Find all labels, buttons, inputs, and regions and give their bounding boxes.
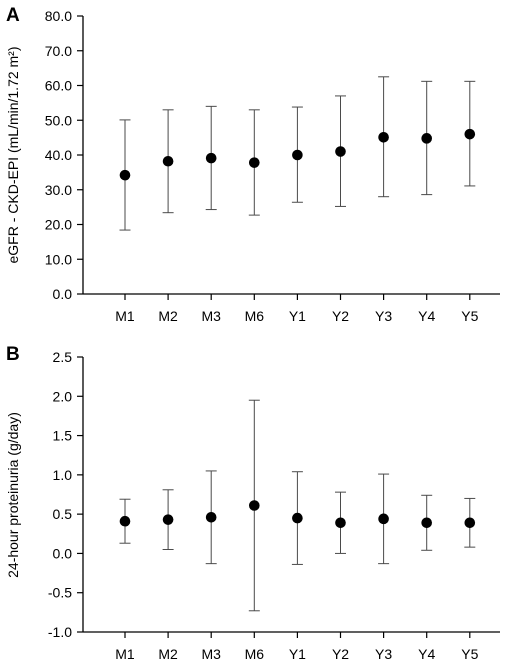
- panel-a-x-tick-label: M2: [158, 308, 178, 324]
- panel-a-x-tick-label: M1: [115, 308, 135, 324]
- panel-a-data-point: [378, 131, 389, 143]
- panel-a-data-point: [205, 152, 217, 164]
- panel-b-y-tick-label: 1.5: [53, 428, 73, 444]
- panel-a-x-tick-label: Y5: [461, 308, 478, 324]
- panel-a-y-tick-label: 20.0: [45, 217, 72, 233]
- panel-a-y-tick-label: 10.0: [45, 251, 72, 267]
- panel-b-chart: B -1.0 -0.5 0.0 0.5 1.0 1.5 2.0 2.5 M1 M2 M3 M6 Y1 Y2…: [5, 344, 500, 662]
- panel-b-x-tick-label: Y3: [375, 646, 392, 662]
- panel-b-data-point: [464, 517, 476, 529]
- panel-b-data-point: [378, 513, 389, 525]
- panel-b-data-point: [292, 512, 303, 524]
- panel-b-data-point: [119, 515, 131, 527]
- panel-a-y-tick-label: 40.0: [45, 147, 72, 163]
- panel-a-letter: A: [6, 5, 20, 26]
- panel-a-x-tick-label: M6: [245, 308, 265, 324]
- panel-a-data-point: [335, 146, 346, 157]
- panel-a-y-axis-label: eGFR - CKD-EPI (mL/min/1.72 m²): [5, 46, 21, 263]
- panel-b-letter: B: [6, 344, 20, 365]
- panel-a-x-tick-label: Y2: [332, 308, 349, 324]
- panel-a-data-point: [119, 169, 131, 181]
- panel-a-y-tick-label: 80.0: [45, 8, 72, 24]
- panel-a-y-tick-label: 60.0: [45, 78, 72, 94]
- panel-a-y-tick-label: 50.0: [45, 112, 72, 128]
- panel-a-x-tick-label: Y3: [375, 308, 392, 324]
- panel-b-x-tick-label: Y4: [418, 646, 435, 662]
- panel-b-y-tick-label: 2.5: [53, 349, 73, 365]
- panel-a-x-tick-label: M3: [201, 308, 221, 324]
- panel-b-x-tick-label: Y1: [289, 646, 306, 662]
- panel-b-y-tick-label: -0.5: [48, 585, 72, 601]
- panel-a-x-tick-label: Y4: [418, 308, 435, 324]
- panel-b-x-tick-label: Y5: [461, 646, 478, 662]
- panel-a-x-tick-label: Y1: [289, 308, 306, 324]
- panel-a-data-point: [249, 157, 260, 168]
- panel-b-data-point: [205, 511, 217, 523]
- panel-b-data-point: [162, 514, 174, 525]
- panel-b-y-tick-label: 0.0: [53, 545, 73, 561]
- panel-b-y-tick-label: -1.0: [48, 624, 72, 640]
- panel-b-data-point: [421, 517, 433, 529]
- panel-a-y-tick-label: 30.0: [45, 182, 72, 198]
- panel-b-x-tick-label: M6: [245, 646, 265, 662]
- panel-a-data-point: [421, 133, 433, 144]
- panel-b-x-tick-label: M1: [115, 646, 135, 662]
- panel-a-data-point: [292, 149, 303, 161]
- panel-b-x-tick-label: M3: [201, 646, 221, 662]
- panel-a-data-point: [464, 128, 476, 140]
- panel-a-chart: A 0.0 10.0 20.0 30.0 40.0 50.0 60.0 70.0 80.0 M1 M…: [5, 5, 500, 324]
- panel-b-y-tick-label: 0.5: [53, 506, 73, 522]
- panel-b-y-tick-label: 1.0: [53, 467, 73, 483]
- panel-b-y-tick-label: 2.0: [53, 388, 73, 404]
- panel-a-y-tick-label: 70.0: [45, 43, 72, 59]
- panel-b-x-tick-label: M2: [158, 646, 178, 662]
- panel-b-data-point: [335, 517, 346, 529]
- panel-a-data-point: [162, 155, 174, 167]
- panel-a-y-tick-label: 0.0: [53, 286, 73, 302]
- panel-b-y-axis-label: 24-hour proteinuria (g/day): [5, 412, 21, 578]
- panel-b-data-point: [249, 500, 260, 511]
- panel-b-x-tick-label: Y2: [332, 646, 349, 662]
